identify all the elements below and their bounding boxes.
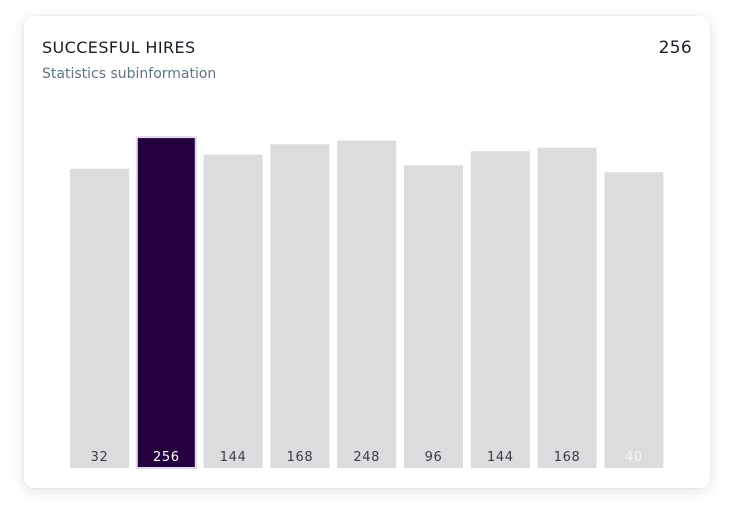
hires-card: SUCCESFUL HIRES Statistics subinformatio…: [24, 16, 710, 488]
bar-group[interactable]: 40: [604, 172, 664, 469]
bar[interactable]: [270, 144, 330, 468]
bar-group[interactable]: 256: [135, 136, 197, 469]
bar-value-label: 40: [625, 450, 643, 465]
bar-group[interactable]: 144: [203, 154, 263, 468]
total-value: 256: [658, 38, 692, 58]
bar-group[interactable]: 168: [270, 144, 330, 468]
bar-value-label: 96: [425, 450, 443, 465]
bar[interactable]: [404, 165, 463, 469]
bar-group[interactable]: 32: [70, 168, 129, 469]
bar-group[interactable]: 144: [470, 151, 530, 468]
bar[interactable]: [70, 168, 129, 469]
bar-group[interactable]: 168: [537, 147, 597, 468]
bar[interactable]: [337, 140, 397, 468]
bar-value-label: 168: [287, 450, 314, 465]
bar-group[interactable]: 96: [404, 165, 463, 469]
bar-value-label: 144: [487, 450, 514, 465]
bar-value-label: 256: [153, 450, 180, 465]
bar-value-label: 144: [220, 450, 247, 465]
bar-group[interactable]: 248: [337, 140, 397, 468]
bar[interactable]: [537, 147, 597, 468]
bar[interactable]: [604, 172, 664, 469]
bar[interactable]: [470, 151, 530, 468]
card-subtitle: Statistics subinformation: [42, 66, 217, 82]
bar-value-label: 248: [353, 450, 380, 465]
bar-chart: 32 256 144 168 248 96 144 168 40: [70, 136, 664, 469]
bar[interactable]: [203, 154, 263, 468]
bar-value-label: 32: [91, 450, 109, 465]
card-title: SUCCESFUL HIRES: [42, 38, 196, 57]
bar[interactable]: [135, 136, 197, 469]
bar-value-label: 168: [554, 450, 581, 465]
